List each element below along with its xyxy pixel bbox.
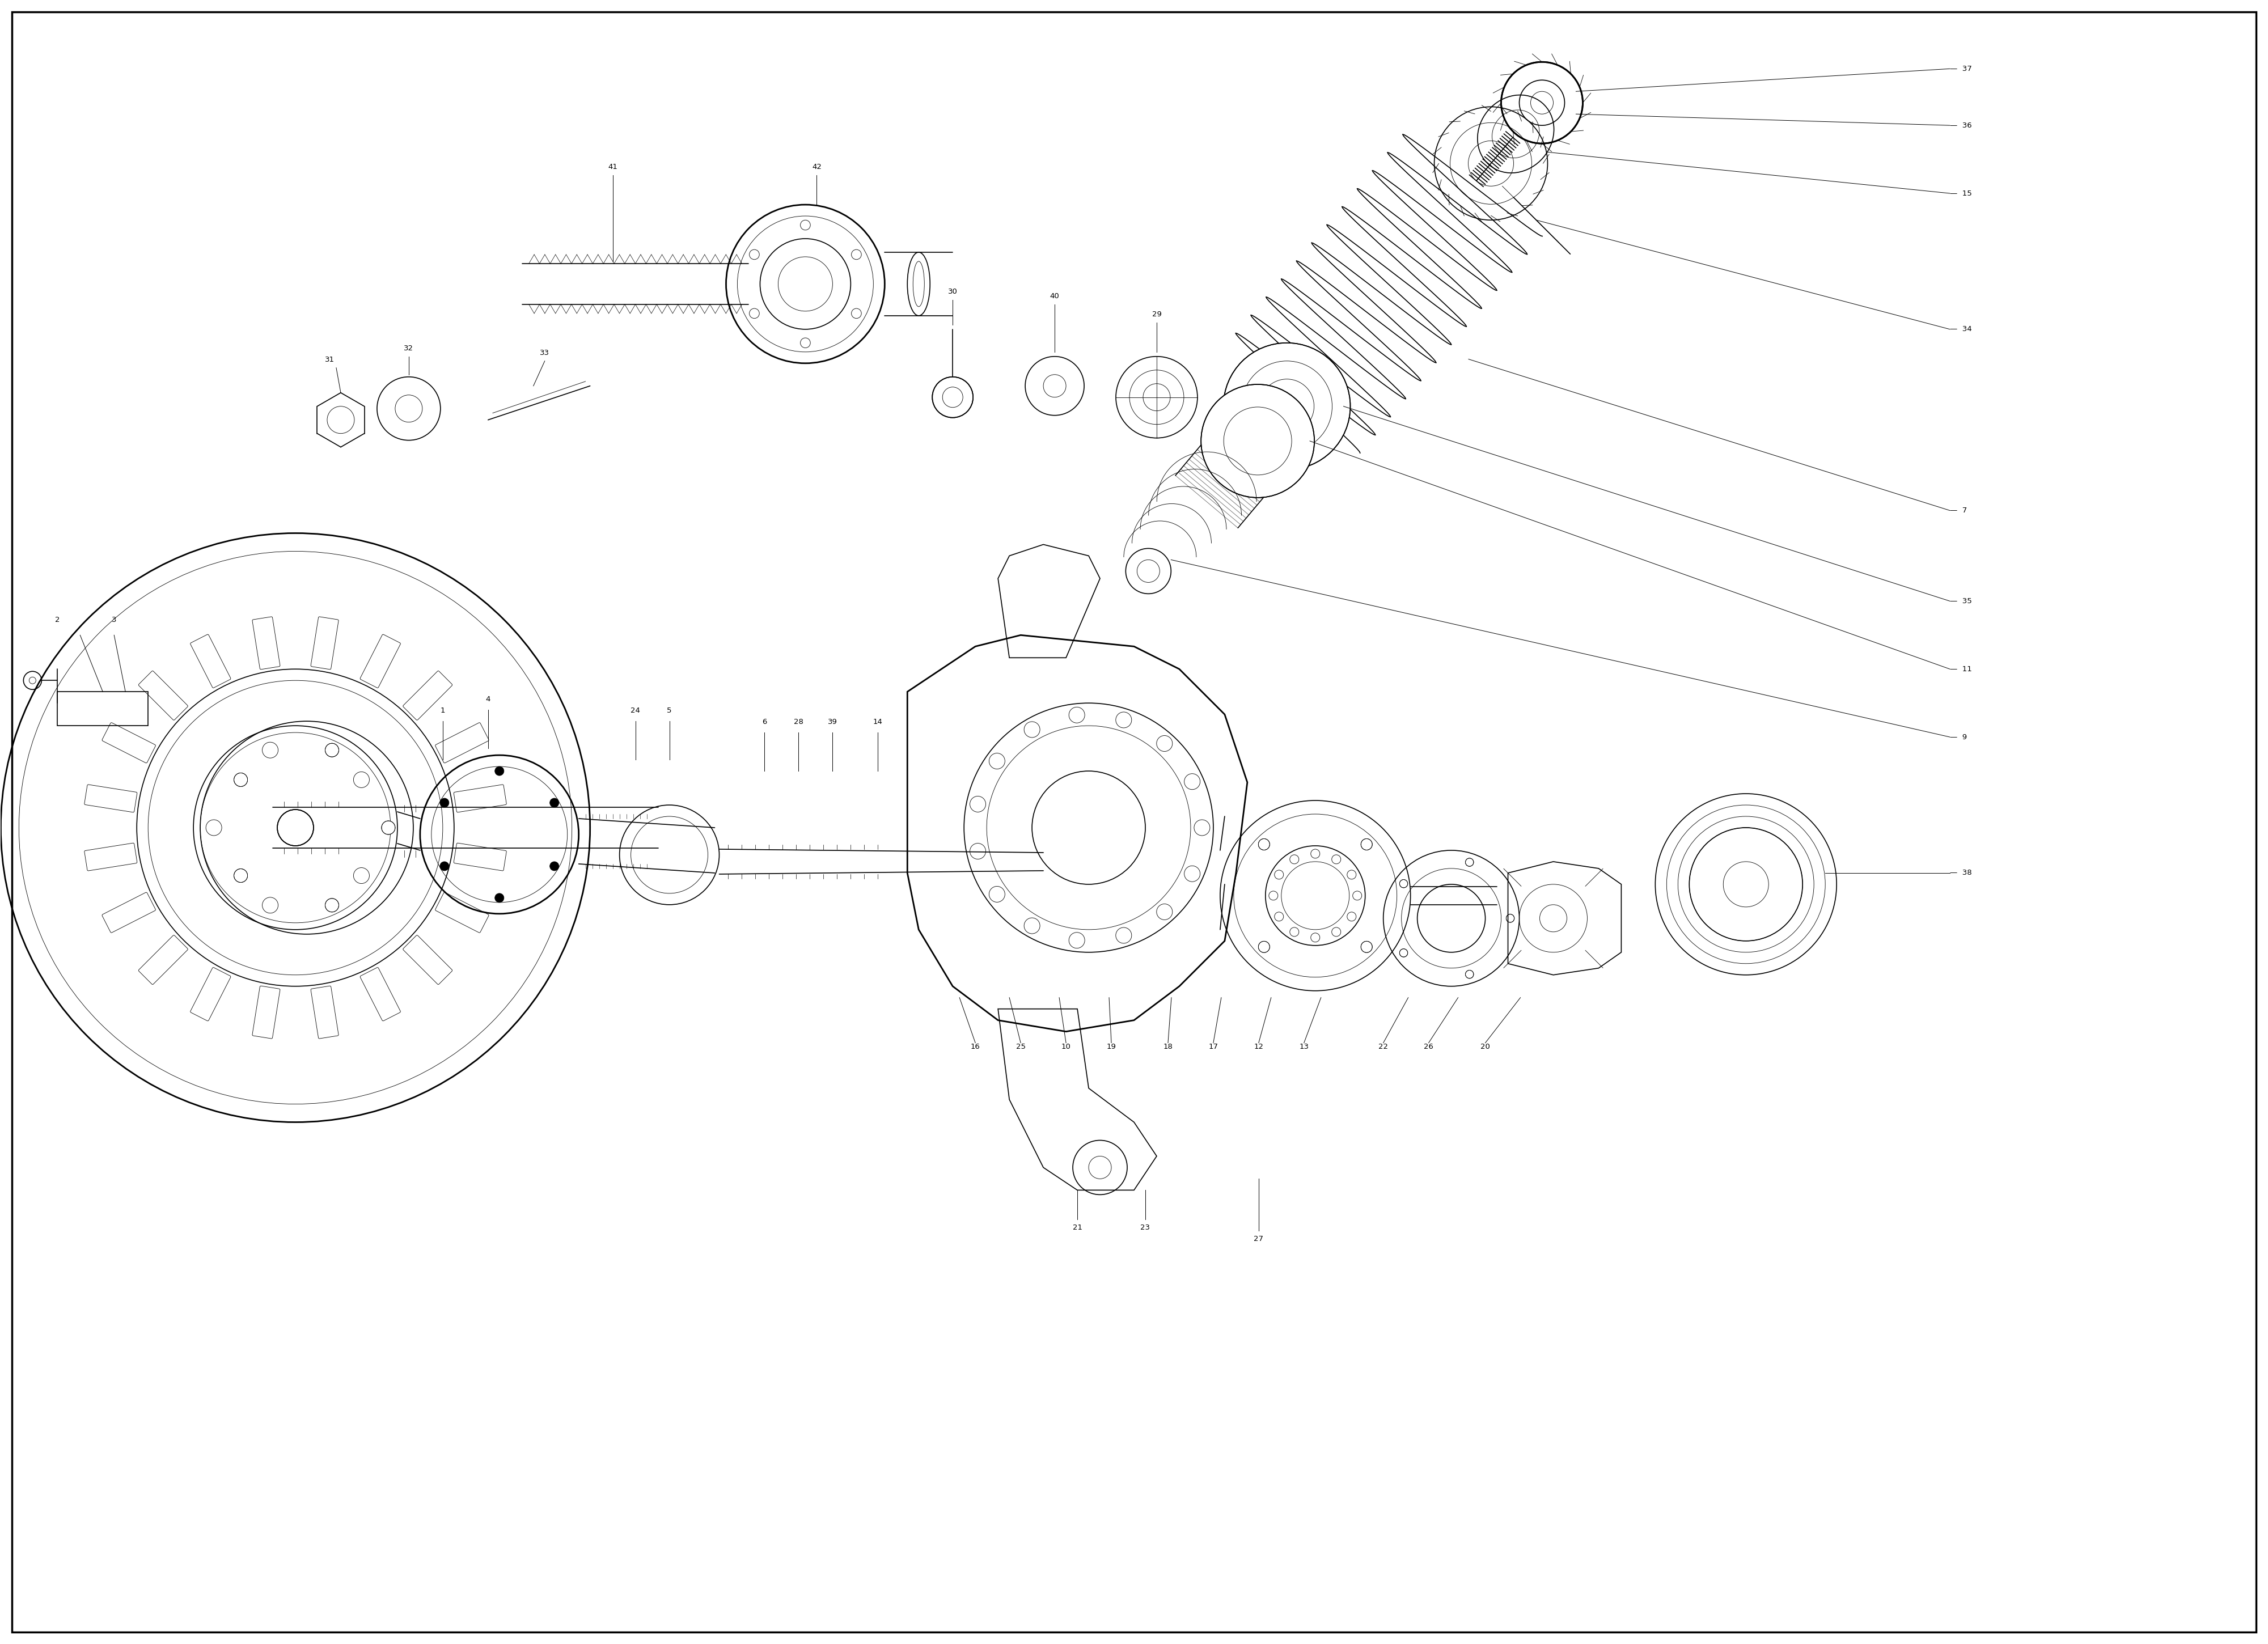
Circle shape bbox=[1465, 970, 1474, 978]
Text: —  7: — 7 bbox=[1950, 506, 1966, 515]
Circle shape bbox=[1202, 385, 1315, 498]
Circle shape bbox=[440, 799, 449, 807]
Text: 6: 6 bbox=[762, 718, 767, 725]
Circle shape bbox=[1501, 62, 1583, 143]
Text: 28: 28 bbox=[794, 718, 803, 725]
Text: 31: 31 bbox=[324, 355, 333, 363]
Circle shape bbox=[549, 861, 558, 871]
Text: 20: 20 bbox=[1481, 1042, 1490, 1051]
Circle shape bbox=[234, 868, 247, 883]
Text: 24: 24 bbox=[631, 707, 640, 715]
Text: 39: 39 bbox=[828, 718, 837, 725]
Text: 26: 26 bbox=[1424, 1042, 1433, 1051]
Text: 40: 40 bbox=[1050, 293, 1059, 299]
Text: 42: 42 bbox=[812, 163, 821, 171]
Text: 22: 22 bbox=[1379, 1042, 1388, 1051]
Text: 2: 2 bbox=[54, 616, 59, 623]
Text: —  38: — 38 bbox=[1950, 870, 1971, 876]
Circle shape bbox=[324, 743, 338, 756]
Circle shape bbox=[1259, 838, 1270, 850]
Circle shape bbox=[1222, 344, 1349, 470]
Circle shape bbox=[1361, 942, 1372, 952]
Text: 12: 12 bbox=[1254, 1042, 1263, 1051]
Text: —  34: — 34 bbox=[1950, 326, 1971, 334]
Circle shape bbox=[381, 820, 395, 835]
Text: 32: 32 bbox=[404, 345, 413, 352]
Text: 18: 18 bbox=[1163, 1042, 1173, 1051]
Text: 5: 5 bbox=[667, 707, 671, 715]
Text: 10: 10 bbox=[1061, 1042, 1070, 1051]
Text: 21: 21 bbox=[1073, 1225, 1082, 1231]
Circle shape bbox=[494, 893, 503, 903]
Text: 16: 16 bbox=[971, 1042, 980, 1051]
Circle shape bbox=[549, 799, 558, 807]
Circle shape bbox=[932, 376, 973, 418]
Text: 19: 19 bbox=[1107, 1042, 1116, 1051]
Text: —  15: — 15 bbox=[1950, 189, 1971, 197]
Text: 30: 30 bbox=[948, 288, 957, 296]
Circle shape bbox=[277, 809, 313, 845]
Text: 1: 1 bbox=[440, 707, 445, 715]
Circle shape bbox=[324, 898, 338, 912]
Text: 25: 25 bbox=[1016, 1042, 1025, 1051]
Circle shape bbox=[1399, 880, 1408, 888]
Text: 13: 13 bbox=[1300, 1042, 1309, 1051]
Text: 17: 17 bbox=[1209, 1042, 1218, 1051]
Text: 27: 27 bbox=[1254, 1235, 1263, 1243]
Text: 3: 3 bbox=[111, 616, 116, 623]
Text: 29: 29 bbox=[1152, 311, 1161, 317]
Text: —  35: — 35 bbox=[1950, 597, 1971, 605]
Text: 23: 23 bbox=[1141, 1225, 1150, 1231]
Text: —  36: — 36 bbox=[1950, 122, 1971, 130]
Text: —  37: — 37 bbox=[1950, 66, 1971, 72]
Text: 41: 41 bbox=[608, 163, 617, 171]
Circle shape bbox=[1506, 914, 1515, 922]
Bar bbox=[57, 692, 147, 725]
Text: 4: 4 bbox=[485, 695, 490, 704]
Circle shape bbox=[234, 773, 247, 786]
Circle shape bbox=[1259, 942, 1270, 952]
Text: 14: 14 bbox=[873, 718, 882, 725]
Circle shape bbox=[1361, 838, 1372, 850]
Text: —  11: — 11 bbox=[1950, 666, 1971, 672]
Circle shape bbox=[1465, 858, 1474, 866]
Circle shape bbox=[494, 766, 503, 776]
Text: 33: 33 bbox=[540, 349, 549, 357]
Text: —  9: — 9 bbox=[1950, 733, 1966, 741]
Circle shape bbox=[1399, 949, 1408, 957]
Circle shape bbox=[440, 861, 449, 871]
